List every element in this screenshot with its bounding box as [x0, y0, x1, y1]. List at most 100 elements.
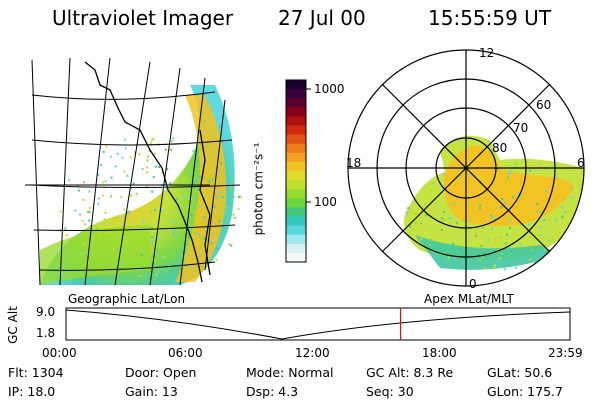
- image-pixel: [133, 226, 136, 229]
- image-pixel: [79, 252, 82, 255]
- colorbar-segment: [286, 189, 306, 199]
- image-pixel: [517, 192, 519, 195]
- image-pixel: [219, 191, 222, 194]
- image-pixel: [156, 274, 159, 277]
- image-pixel: [203, 216, 206, 219]
- image-pixel: [529, 169, 532, 172]
- image-pixel: [110, 233, 113, 236]
- image-pixel: [157, 216, 160, 219]
- image-pixel: [509, 170, 512, 173]
- image-pixel: [153, 152, 156, 155]
- image-pixel: [492, 266, 495, 269]
- colorbar-segment: [286, 152, 306, 163]
- image-pixel: [474, 231, 477, 234]
- image-pixel: [441, 256, 443, 259]
- image-pixel: [540, 226, 543, 229]
- image-pixel: [154, 165, 157, 168]
- colorbar-segment: [286, 98, 306, 108]
- image-pixel: [479, 207, 481, 210]
- altitude-curve: [65, 309, 571, 340]
- image-pixel: [506, 233, 509, 236]
- image-pixel: [104, 180, 107, 183]
- image-pixel: [415, 213, 418, 216]
- image-pixel: [437, 247, 440, 250]
- image-pixel: [462, 205, 465, 208]
- image-pixel: [198, 154, 201, 157]
- status-seq: Seq: 30: [366, 384, 414, 399]
- image-pixel: [489, 214, 492, 217]
- image-pixel: [152, 213, 155, 216]
- lat-label-80: 80: [492, 141, 508, 155]
- geo-grid: [29, 57, 241, 286]
- image-pixel: [424, 202, 427, 205]
- image-pixel: [565, 212, 568, 215]
- image-pixel: [77, 189, 80, 192]
- image-pixel: [133, 230, 136, 233]
- image-pixel: [129, 156, 132, 159]
- image-pixel: [475, 234, 478, 237]
- image-pixel: [543, 219, 546, 222]
- image-pixel: [481, 227, 484, 229]
- image-pixel: [149, 257, 152, 260]
- colorbar-label-1000: 1000: [314, 82, 345, 96]
- image-pixel: [440, 217, 443, 219]
- image-pixel: [184, 195, 187, 198]
- image-pixel: [215, 258, 218, 261]
- image-pixel: [110, 195, 112, 198]
- image-pixel: [232, 213, 235, 216]
- image-pixel: [102, 194, 105, 197]
- image-pixel: [528, 256, 531, 259]
- image-pixel: [218, 219, 221, 222]
- colorbar-segment: [286, 171, 306, 181]
- image-pixel: [521, 176, 524, 179]
- image-pixel: [509, 227, 511, 230]
- image-pixel: [173, 255, 175, 258]
- image-pixel: [460, 174, 463, 177]
- image-pixel: [220, 162, 223, 165]
- colorbar-segment: [286, 89, 306, 99]
- image-pixel: [191, 237, 194, 240]
- image-pixel: [425, 214, 428, 217]
- image-pixel: [222, 196, 224, 198]
- image-pixel: [172, 232, 175, 235]
- colorbar-segment: [286, 80, 306, 90]
- status-mode: Mode: Normal: [246, 365, 334, 380]
- image-pixel: [215, 175, 218, 178]
- image-pixel: [495, 260, 498, 263]
- image-pixel: [88, 190, 91, 193]
- image-pixel: [124, 147, 127, 150]
- image-pixel: [498, 192, 501, 195]
- image-pixel: [503, 268, 506, 271]
- image-pixel: [416, 238, 419, 241]
- image-pixel: [151, 240, 154, 243]
- image-pixel: [409, 225, 412, 228]
- image-pixel: [511, 196, 514, 199]
- image-pixel: [442, 173, 445, 176]
- image-pixel: [496, 258, 499, 261]
- image-pixel: [528, 258, 531, 261]
- image-pixel: [500, 206, 503, 209]
- status-door: Door: Open: [125, 365, 197, 380]
- image-pixel: [514, 161, 517, 164]
- colorbar-segment: [286, 143, 306, 154]
- image-pixel: [83, 181, 86, 184]
- image-pixel: [149, 210, 152, 213]
- image-pixel: [102, 150, 105, 153]
- image-pixel: [482, 179, 485, 182]
- image-pixel: [169, 148, 172, 151]
- image-pixel: [519, 243, 522, 246]
- image-pixel: [414, 221, 417, 224]
- image-pixel: [499, 170, 502, 173]
- image-pixel: [116, 152, 119, 155]
- date-label: 27 Jul 00: [278, 6, 366, 30]
- image-pixel: [561, 206, 564, 208]
- image-pixel: [174, 244, 177, 247]
- image-pixel: [494, 264, 497, 267]
- image-pixel: [169, 182, 172, 185]
- image-pixel: [405, 211, 408, 214]
- image-pixel: [495, 256, 498, 259]
- mlt-label-6: 6: [577, 156, 585, 170]
- image-pixel: [520, 194, 523, 197]
- image-pixel: [407, 207, 410, 210]
- image-pixel: [239, 195, 242, 198]
